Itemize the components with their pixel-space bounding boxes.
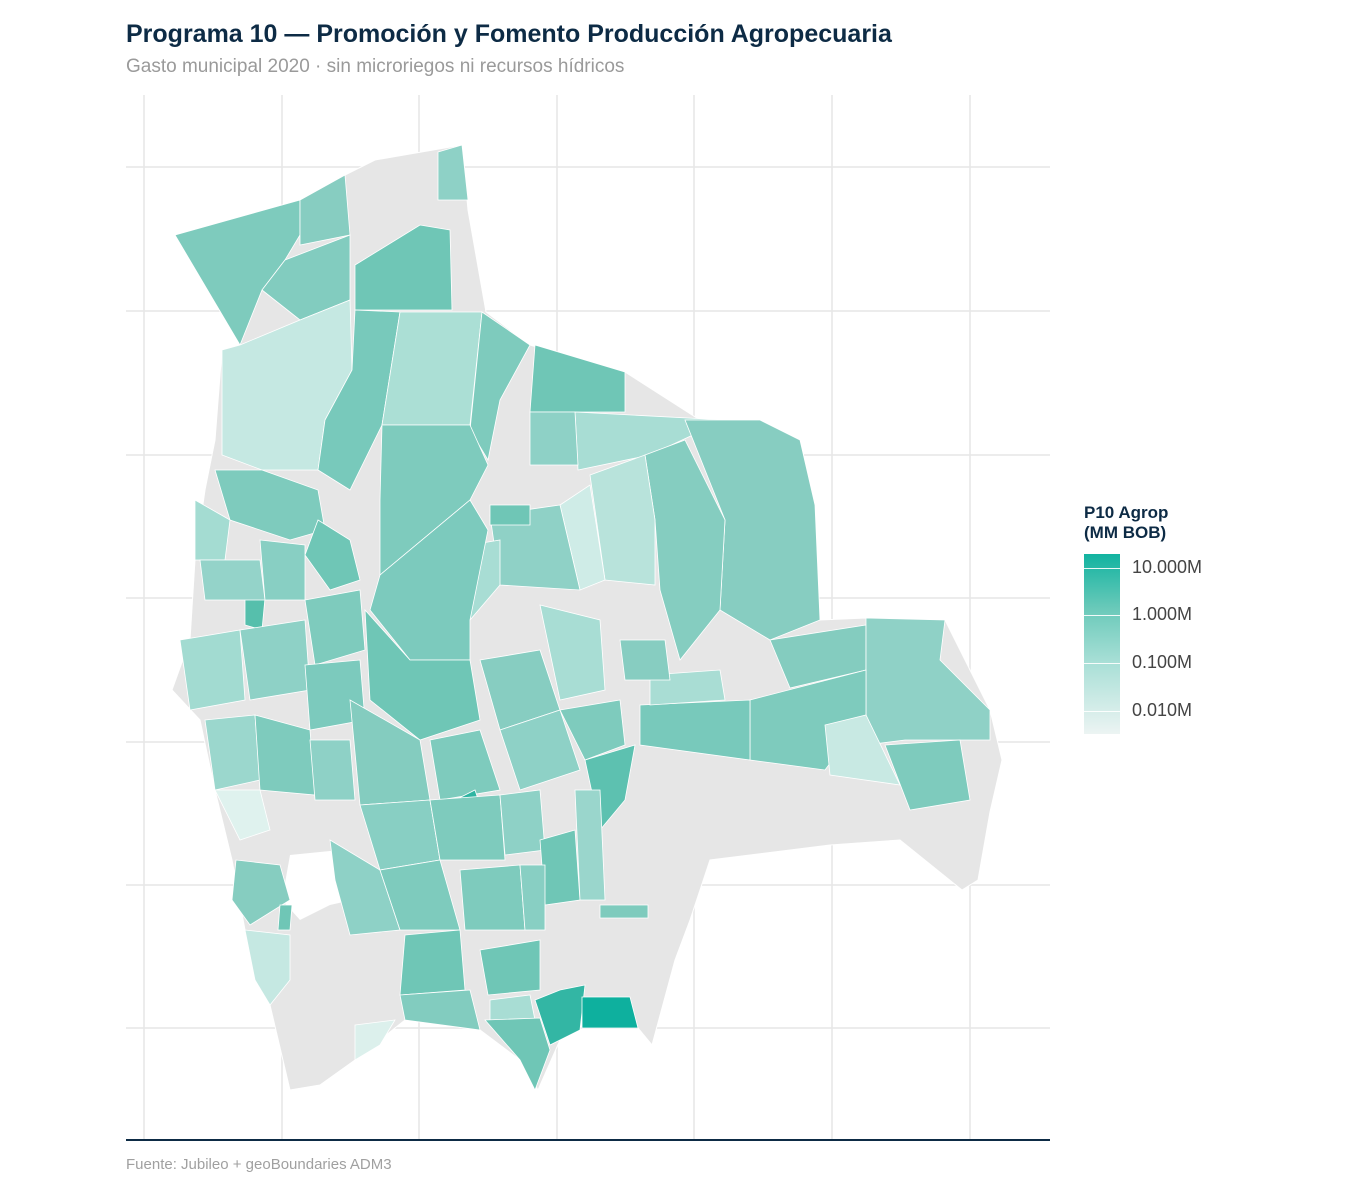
legend-label-10M: 10.000M [1132, 557, 1203, 577]
legend-label-0.1M: 0.100M [1132, 652, 1193, 672]
legend-title-line1: P10 Agrop [1084, 503, 1169, 522]
region-west [179, 469, 649, 919]
legend-color-bar [1084, 554, 1120, 734]
legend-tick [1084, 615, 1120, 616]
legend-title: P10 Agrop (MM BOB) [1084, 503, 1168, 543]
legend-tick [1084, 663, 1120, 664]
legend-label-0.01M: 0.010M [1132, 700, 1193, 720]
region-north [174, 144, 726, 491]
legend-title-line2: (MM BOB) [1084, 523, 1167, 542]
legend-tick [1084, 711, 1120, 712]
chart-title: Programa 10 — Promoción y Fomento Produc… [126, 20, 892, 48]
region-south [231, 839, 639, 1091]
legend-label-1M: 1.000M [1132, 604, 1193, 624]
region-east [369, 419, 991, 831]
legend-tick [1084, 568, 1120, 569]
chart-subtitle: Gasto municipal 2020 · sin microriegos n… [126, 56, 625, 77]
source-caption: Fuente: Jubileo + geoBoundaries ADM3 [126, 1156, 392, 1173]
